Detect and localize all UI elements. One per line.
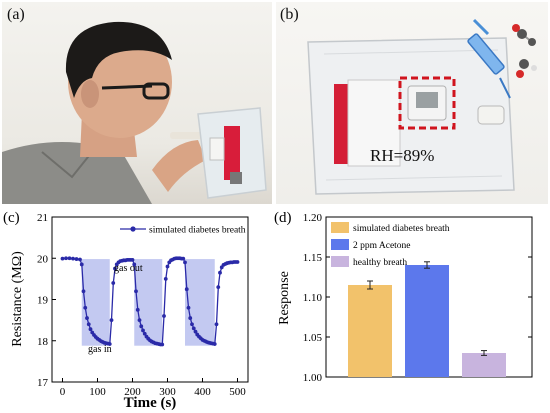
data-point <box>160 342 165 347</box>
data-point <box>181 256 186 261</box>
data-point <box>111 281 116 285</box>
data-point <box>64 256 68 261</box>
panel-b-label: (b) <box>280 6 299 23</box>
data-point <box>78 257 82 262</box>
data-point <box>85 316 89 320</box>
y-tick-label: 20 <box>37 253 49 265</box>
data-point <box>183 260 187 265</box>
data-point <box>188 316 193 320</box>
y-tick-label: 19 <box>37 295 49 307</box>
rh-annotation: RH=89% <box>370 146 435 165</box>
y-axis-label: Resistance (MΩ) <box>10 251 25 347</box>
y-tick-label: 1.15 <box>303 252 323 264</box>
data-point <box>162 314 166 318</box>
data-point <box>214 322 219 327</box>
legend-label: healthy breath <box>353 258 407 268</box>
data-point <box>193 329 198 334</box>
x-tick-label: 400 <box>194 386 211 398</box>
x-tick-label: 500 <box>229 386 246 398</box>
legend-label: 2 ppm Acetone <box>353 241 411 251</box>
data-point <box>191 326 196 331</box>
data-point <box>165 264 170 269</box>
data-point <box>163 276 168 281</box>
data-point <box>71 256 75 261</box>
y-tick-label: 21 <box>37 212 48 224</box>
x-tick-label: 200 <box>124 386 141 398</box>
response-chart: 1.00 1.05 1.10 1.15 1.20 simulated diabetes … <box>274 210 533 384</box>
data-point <box>134 289 138 294</box>
data-point <box>67 256 72 261</box>
y-tick-label: 1.00 <box>303 372 323 384</box>
y-axis-label: Response <box>277 271 292 325</box>
x-tick-label: 300 <box>159 386 176 398</box>
data-point <box>109 318 114 323</box>
data-point <box>216 285 221 290</box>
bars <box>348 261 506 377</box>
axis-ticks: 0 100 200 300 400 500 17 18 19 20 21 <box>37 212 246 398</box>
series-points <box>60 256 240 347</box>
legend-swatch <box>331 256 349 267</box>
legend-swatch <box>331 222 349 233</box>
legend-label: simulated diabetes breath <box>149 226 246 236</box>
data-point <box>130 258 135 262</box>
data-point <box>139 324 144 329</box>
x-tick-label: 100 <box>89 386 106 398</box>
gas-in-region <box>134 259 163 346</box>
data-point <box>81 289 86 294</box>
y-tick-label: 1.20 <box>303 212 323 224</box>
gas-in-shaded-regions <box>81 259 215 346</box>
panel-c-label: (c) <box>3 210 20 226</box>
panel-b-photo: (b) <box>276 2 548 204</box>
data-point <box>218 270 222 275</box>
y-tick-label: 17 <box>37 377 49 389</box>
data-point <box>142 331 147 336</box>
syringe-icon <box>467 18 511 99</box>
data-point <box>113 266 117 271</box>
y-tick-label: 1.05 <box>303 332 323 344</box>
gas-sampling-bag <box>307 18 537 195</box>
data-point <box>132 262 137 267</box>
y-tick-label: 1.10 <box>303 292 323 304</box>
gas-in-region <box>81 259 110 346</box>
panel-a-label: (a) <box>7 6 25 23</box>
data-point <box>135 307 140 312</box>
data-point <box>83 305 88 310</box>
axis-ticks: 1.00 1.05 1.10 1.15 1.20 <box>303 212 532 384</box>
person-breathing-into-bag <box>2 21 267 204</box>
bar <box>462 353 506 377</box>
data-point <box>60 256 65 261</box>
data-point <box>79 262 84 267</box>
y-tick-label: 18 <box>37 336 49 348</box>
data-point <box>235 260 240 264</box>
panel-d-label: (d) <box>274 210 292 226</box>
acetone-molecule-icon <box>512 24 537 78</box>
x-axis-label: Time (s) <box>124 395 177 411</box>
data-point <box>88 327 93 332</box>
bar <box>405 265 449 377</box>
chart-legend: simulated diabetes breath 2 ppm Acetone he… <box>331 222 450 268</box>
data-point <box>107 342 112 346</box>
data-point <box>86 322 91 327</box>
legend-label: simulated diabetes breath <box>353 224 450 234</box>
annotation-gas-in: gas in <box>88 344 112 355</box>
data-point <box>190 322 194 327</box>
bar <box>348 285 392 377</box>
data-point <box>184 287 189 292</box>
gas-in-region <box>185 259 215 346</box>
data-point <box>186 305 191 310</box>
data-point <box>212 342 217 346</box>
legend-swatch <box>331 239 349 250</box>
x-tick-label: 0 <box>60 386 66 398</box>
panel-a-photo: (a) <box>2 2 272 204</box>
data-point <box>137 318 142 323</box>
annotation-gas-out: gas out <box>114 263 143 274</box>
chart-legend: simulated diabetes breath <box>120 226 246 236</box>
data-point <box>74 257 79 261</box>
data-point <box>141 328 145 333</box>
